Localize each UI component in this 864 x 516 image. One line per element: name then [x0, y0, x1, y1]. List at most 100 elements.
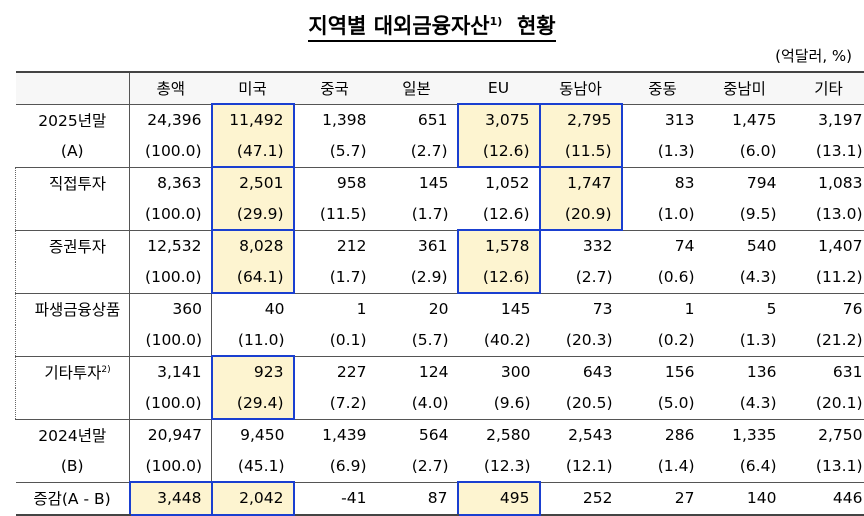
share-cell: (1.7): [294, 262, 376, 294]
share-cell: (11.2): [786, 262, 864, 294]
col-header: 일본: [376, 72, 458, 104]
value-cell: 20: [376, 293, 458, 325]
share-cell: (12.6): [458, 136, 540, 168]
value-cell: 300: [458, 356, 540, 388]
value-cell: 3,075: [458, 104, 540, 136]
value-cell: 286: [622, 419, 704, 451]
value-cell: 227: [294, 356, 376, 388]
row-label: 직접투자: [16, 167, 130, 199]
share-cell: (12.6): [458, 262, 540, 294]
value-cell: 136: [704, 356, 786, 388]
share-cell: (2.7): [376, 451, 458, 483]
table-row-shares: (A)(100.0)(47.1)(5.7)(2.7)(12.6)(11.5)(1…: [16, 136, 864, 168]
share-cell: (2.7): [540, 262, 622, 294]
share-cell: (21.2): [786, 325, 864, 357]
share-cell: (4.0): [376, 388, 458, 420]
share-cell: (1.7): [376, 199, 458, 231]
share-cell: (64.1): [212, 262, 294, 294]
row-sublabel: (B): [16, 451, 130, 483]
value-cell: 2,501: [212, 167, 294, 199]
share-cell: (100.0): [130, 199, 212, 231]
row-label-text: 직접투자: [49, 175, 106, 193]
share-cell: (2.9): [376, 262, 458, 294]
row-label: 2024년말: [16, 419, 130, 451]
value-cell: 2,795: [540, 104, 622, 136]
share-cell: (100.0): [130, 451, 212, 483]
row-sublabel: (A): [16, 136, 130, 168]
change-cell: 27: [622, 482, 704, 515]
share-cell: (5.7): [294, 136, 376, 168]
share-cell: (1.3): [622, 136, 704, 168]
row-label: 2025년말: [16, 104, 130, 136]
share-cell: (100.0): [130, 136, 212, 168]
row-sublabel: [16, 325, 130, 357]
share-cell: (12.3): [458, 451, 540, 483]
value-cell: 361: [376, 230, 458, 262]
unit-label: (억달러, %): [775, 45, 852, 66]
change-row-label: 증감(A - B): [16, 482, 130, 515]
share-cell: (29.4): [212, 388, 294, 420]
change-cell: 3,448: [130, 482, 212, 515]
value-cell: 313: [622, 104, 704, 136]
value-cell: 1,475: [704, 104, 786, 136]
value-cell: 2,543: [540, 419, 622, 451]
row-label-text: 2024년말: [38, 427, 106, 445]
value-cell: 794: [704, 167, 786, 199]
value-cell: 145: [458, 293, 540, 325]
title-footnote: 1): [490, 15, 503, 28]
share-cell: (13.1): [786, 136, 864, 168]
value-cell: 124: [376, 356, 458, 388]
value-cell: 1,398: [294, 104, 376, 136]
row-label-text: 기타투자: [44, 364, 101, 382]
value-cell: 564: [376, 419, 458, 451]
value-cell: 5: [704, 293, 786, 325]
share-cell: (45.1): [212, 451, 294, 483]
col-header: 미국: [212, 72, 294, 104]
share-cell: (47.1): [212, 136, 294, 168]
value-cell: 631: [786, 356, 864, 388]
table-row-shares: (100.0)(64.1)(1.7)(2.9)(12.6)(2.7)(0.6)(…: [16, 262, 864, 294]
value-cell: 11,492: [212, 104, 294, 136]
value-cell: 651: [376, 104, 458, 136]
title-text: 지역별 대외금융자산: [308, 14, 489, 38]
value-cell: 1,747: [540, 167, 622, 199]
share-cell: (2.7): [376, 136, 458, 168]
share-cell: (29.9): [212, 199, 294, 231]
share-cell: (0.6): [622, 262, 704, 294]
value-cell: 83: [622, 167, 704, 199]
value-cell: 24,396: [130, 104, 212, 136]
table-row-shares: (100.0)(11.0)(0.1)(5.7)(40.2)(20.3)(0.2)…: [16, 325, 864, 357]
value-cell: 212: [294, 230, 376, 262]
table-row-shares: (B)(100.0)(45.1)(6.9)(2.7)(12.3)(12.1)(1…: [16, 451, 864, 483]
share-cell: (5.7): [376, 325, 458, 357]
value-cell: 40: [212, 293, 294, 325]
change-cell: -41: [294, 482, 376, 515]
share-cell: (20.3): [540, 325, 622, 357]
row-label-text: 파생금융상품: [35, 301, 121, 319]
value-cell: 76: [786, 293, 864, 325]
value-cell: 12,532: [130, 230, 212, 262]
value-cell: 1,439: [294, 419, 376, 451]
change-cell: 140: [704, 482, 786, 515]
change-cell: 446: [786, 482, 864, 515]
share-cell: (20.9): [540, 199, 622, 231]
row-sublabel: [16, 199, 130, 231]
value-cell: 145: [376, 167, 458, 199]
value-cell: 923: [212, 356, 294, 388]
value-cell: 8,028: [212, 230, 294, 262]
value-cell: 9,450: [212, 419, 294, 451]
value-cell: 540: [704, 230, 786, 262]
change-cell: 2,042: [212, 482, 294, 515]
col-header: 기타: [786, 72, 864, 104]
value-cell: 2,750: [786, 419, 864, 451]
share-cell: (9.5): [704, 199, 786, 231]
value-cell: 73: [540, 293, 622, 325]
value-cell: 1,407: [786, 230, 864, 262]
share-cell: (11.0): [212, 325, 294, 357]
